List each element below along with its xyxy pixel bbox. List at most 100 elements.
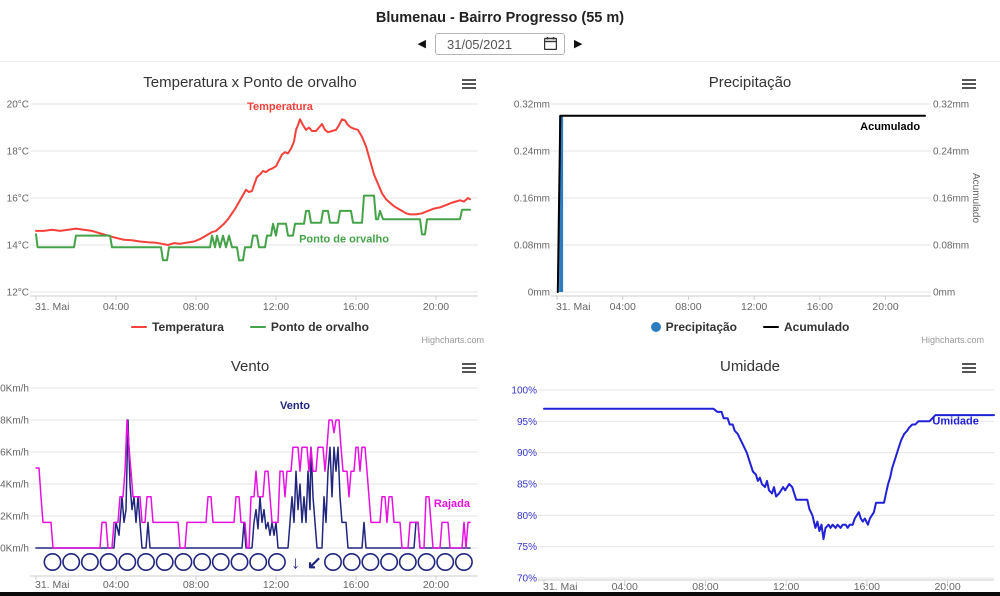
svg-text:16:00: 16:00 <box>343 301 369 313</box>
gridlines <box>30 103 478 293</box>
svg-text:31. Mai: 31. Mai <box>35 579 69 591</box>
x-axis: 31. Mai 04:00 08:00 12:00 16:00 20:00 <box>30 575 478 591</box>
svg-text:95%: 95% <box>517 417 537 428</box>
svg-text:12:00: 12:00 <box>773 581 799 593</box>
chart-context-menu-icon[interactable] <box>960 361 978 377</box>
wind-calm-icon <box>193 553 212 572</box>
legend-label: Ponto de orvalho <box>270 320 369 334</box>
svg-text:0.24mm: 0.24mm <box>933 147 969 158</box>
next-day-button[interactable]: ▶ <box>574 34 582 54</box>
wind-calm-icon <box>118 553 137 572</box>
svg-text:04:00: 04:00 <box>103 301 129 313</box>
wind-calm-icon <box>323 553 342 572</box>
series-label-umidade: Umidade <box>932 415 978 427</box>
svg-text:16:00: 16:00 <box>343 579 369 591</box>
svg-text:08:00: 08:00 <box>183 301 209 313</box>
legend-line-marker <box>131 326 148 328</box>
chart-context-menu-icon[interactable] <box>960 77 978 93</box>
svg-text:70%: 70% <box>517 574 537 585</box>
wind-direction-markers: ↓ ↙ <box>43 553 473 573</box>
svg-text:04:00: 04:00 <box>103 579 129 591</box>
wind-calm-icon <box>436 553 455 572</box>
previous-day-button[interactable]: ◀ <box>418 34 426 54</box>
svg-text:31. Mai: 31. Mai <box>543 581 577 593</box>
svg-text:16:00: 16:00 <box>854 581 880 593</box>
wind-calm-icon <box>62 553 81 572</box>
wind-calm-icon <box>361 553 380 572</box>
gridlines <box>551 103 931 293</box>
series-rajada: Rajada <box>35 419 471 549</box>
legend-item-acumulado[interactable]: Acumulado <box>763 320 849 334</box>
date-input-box[interactable] <box>435 33 565 55</box>
svg-text:0.08mm: 0.08mm <box>933 241 969 252</box>
arrow-down-icon: ↓ <box>291 553 300 573</box>
wind-plot: 0Km/h 2Km/h 4Km/h 6Km/h 8Km/h 10Km/h 31. Mai 04… <box>0 384 478 591</box>
wind-calm-icon <box>249 553 268 572</box>
chart-card-umidade: 70% 75% 80% 85% 90% 95% 100% 31. Mai 04:00 08:00 1… <box>500 352 1000 596</box>
svg-text:10Km/h: 10Km/h <box>0 384 29 395</box>
legend-line-marker <box>249 326 266 328</box>
legend-item-ponto-de-orvalho[interactable]: Ponto de orvalho <box>249 320 369 334</box>
svg-text:0mm: 0mm <box>933 288 955 299</box>
wind-calm-icon <box>454 553 473 572</box>
chart-title: Vento <box>230 358 270 375</box>
series-label-vento: Vento <box>280 400 310 412</box>
header: Blumenau - Bairro Progresso (55 m) ◀ ▶ <box>0 0 1000 62</box>
svg-text:0.16mm: 0.16mm <box>933 194 969 205</box>
svg-text:20°C: 20°C <box>7 100 29 111</box>
station-title: Blumenau - Bairro Progresso (55 m) <box>375 10 625 26</box>
wind-calm-icon <box>155 553 174 572</box>
svg-text:2Km/h: 2Km/h <box>0 512 29 523</box>
svg-text:12:00: 12:00 <box>263 301 289 313</box>
series-label-acumulado: Acumulado <box>860 121 920 133</box>
chart-context-menu-icon[interactable] <box>460 361 478 377</box>
arrow-down-left-icon: ↙ <box>307 553 322 573</box>
series-umidade: Umidade <box>543 407 995 541</box>
y-axis-labels: 70% 75% 80% 85% 90% 95% 100% <box>511 386 537 585</box>
chart-legend: Temperatura Ponto de orvalho <box>0 320 500 334</box>
series-acumulado: Acumulado <box>556 114 926 293</box>
wind-calm-icon <box>398 553 417 572</box>
svg-text:18°C: 18°C <box>7 147 29 158</box>
series-temperatura: Temperatura <box>35 101 471 246</box>
svg-text:4Km/h: 4Km/h <box>0 480 29 491</box>
legend-label: Acumulado <box>784 320 850 334</box>
svg-text:20:00: 20:00 <box>423 579 449 591</box>
svg-text:12°C: 12°C <box>7 288 29 299</box>
svg-text:90%: 90% <box>517 448 537 459</box>
wind-calm-icon <box>211 553 230 572</box>
date-input[interactable] <box>445 35 541 53</box>
y-axis-labels: 0Km/h 2Km/h 4Km/h 6Km/h 8Km/h 10Km/h <box>0 384 29 555</box>
precipitation-plot: 0mm 0mm 0.08mm 0.08mm 0.16mm 0.16mm 0.24mm 0.24… <box>514 100 981 314</box>
series-precipitacao <box>559 115 564 292</box>
chart-card-temperatura: 12°C 14°C 16°C 18°C 20°C 31. Mai 04:00 08:00 12:… <box>0 62 500 352</box>
series-vento: Vento <box>35 400 471 549</box>
legend-circle-marker <box>650 322 661 332</box>
wind-calm-icon <box>80 553 99 572</box>
y-axis-labels: 12°C 14°C 16°C 18°C 20°C <box>7 100 29 299</box>
svg-text:12:00: 12:00 <box>263 579 289 591</box>
svg-text:0.24mm: 0.24mm <box>514 147 550 158</box>
highcharts-credit-link[interactable]: Highcharts.com <box>421 335 484 345</box>
highcharts-credit-link[interactable]: Highcharts.com <box>921 335 984 345</box>
svg-text:31. Mai: 31. Mai <box>35 301 69 313</box>
svg-text:04:00: 04:00 <box>610 301 636 313</box>
svg-text:0.32mm: 0.32mm <box>933 100 969 111</box>
chart-context-menu-icon[interactable] <box>460 77 478 93</box>
svg-text:0mm: 0mm <box>528 288 550 299</box>
humidity-plot: 70% 75% 80% 85% 90% 95% 100% 31. Mai 04:00 08:00 1… <box>511 386 995 593</box>
temperature-dewpoint-plot: 12°C 14°C 16°C 18°C 20°C 31. Mai 04:00 08:00 12:… <box>7 100 478 313</box>
legend-item-precipitacao[interactable]: Precipitação <box>650 320 737 334</box>
svg-text:20:00: 20:00 <box>934 581 960 593</box>
svg-text:12:00: 12:00 <box>741 301 767 313</box>
legend-item-temperatura[interactable]: Temperatura <box>131 320 224 334</box>
chart-card-precipitacao: 0mm 0mm 0.08mm 0.08mm 0.16mm 0.16mm 0.24mm 0.24… <box>500 62 1000 352</box>
svg-text:14°C: 14°C <box>7 241 29 252</box>
calendar-icon[interactable] <box>544 37 557 50</box>
bottom-edge-bar <box>0 592 1000 596</box>
x-axis: 31. Mai 04:00 08:00 12:00 16:00 20:00 <box>551 295 931 313</box>
gridlines <box>538 389 994 579</box>
svg-text:08:00: 08:00 <box>183 579 209 591</box>
svg-text:20:00: 20:00 <box>872 301 898 313</box>
